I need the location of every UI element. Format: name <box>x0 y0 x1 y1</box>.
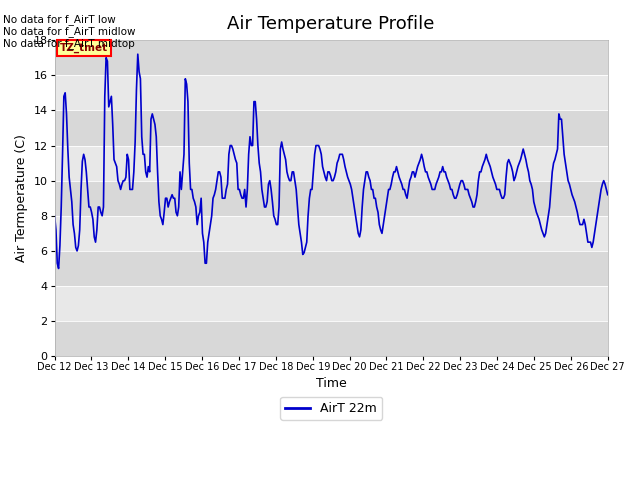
Bar <box>54 180 608 216</box>
Text: No data for f_AirT low: No data for f_AirT low <box>3 13 116 24</box>
Title: Air Temperature Profile: Air Temperature Profile <box>227 15 435 33</box>
Legend: AirT 22m: AirT 22m <box>280 396 382 420</box>
Text: No data for f_AirT midlow: No data for f_AirT midlow <box>3 25 136 36</box>
X-axis label: Time: Time <box>316 377 346 390</box>
Bar <box>54 145 608 180</box>
Y-axis label: Air Termperature (C): Air Termperature (C) <box>15 134 28 262</box>
Bar <box>54 286 608 321</box>
Bar <box>54 321 608 356</box>
Bar <box>54 251 608 286</box>
Bar <box>54 40 608 75</box>
Text: No data for f_AirT midtop: No data for f_AirT midtop <box>3 37 135 48</box>
Bar <box>54 216 608 251</box>
Text: TZ_tmet: TZ_tmet <box>60 43 108 53</box>
Bar <box>54 75 608 110</box>
Bar <box>54 110 608 145</box>
